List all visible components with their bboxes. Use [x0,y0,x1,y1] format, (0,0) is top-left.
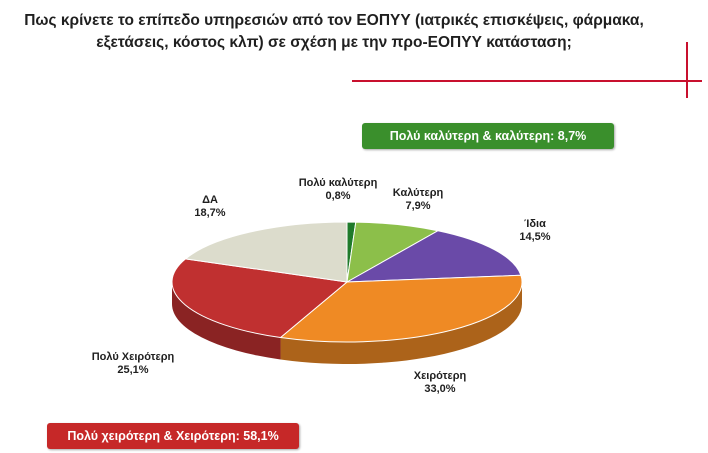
title-line-2: εξετάσεις, κόστος κλπ) σε σχέση με την π… [96,34,572,51]
pie-slice-3 [279,274,523,343]
slice-value-0: 0,8% [325,190,350,202]
pie-slice-2 [346,230,522,283]
slice-label-0: Πολύ καλύτερη [299,177,378,189]
pie-sides [172,282,522,365]
decorative-horizontal-line [352,80,702,82]
pie-tops [171,221,523,343]
slice-value-1: 7,9% [405,200,430,212]
decorative-vertical-line [686,42,688,98]
slice-label-3: Χειρότερη [414,370,467,382]
slice-label-2: Ίδια [524,218,546,230]
slice-value-2: 14,5% [519,231,550,243]
better-summary-badge: Πολύ καλύτερη & καλύτερη: 8,7% [362,123,614,149]
pie-slice-5 [184,221,348,283]
slice-value-4: 25,1% [117,364,148,376]
worse-summary-badge: Πολύ χειρότερη & Χειρότερη: 58,1% [47,423,299,449]
slice-value-3: 33,0% [424,383,455,395]
chart-title: Πως κρίνετε το επίπεδο υπηρεσιών από τον… [14,10,654,54]
slice-label-4: Πολύ Χειρότερη [92,351,175,363]
slice-label-5: ΔΑ [202,194,218,206]
title-line-1: Πως κρίνετε το επίπεδο υπηρεσιών από τον… [24,12,644,29]
slice-label-1: Καλύτερη [393,187,444,199]
pie-side-4 [172,282,281,360]
pie-side-3 [280,282,522,365]
pie-slice-4 [171,258,349,339]
slice-value-5: 18,7% [194,207,225,219]
